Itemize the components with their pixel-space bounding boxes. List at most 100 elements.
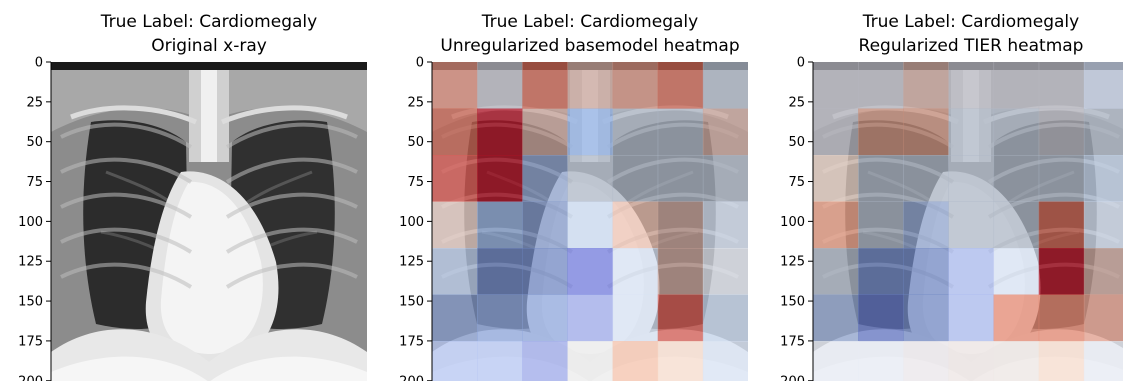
heatmap-cell bbox=[903, 155, 949, 202]
heatmap-cell bbox=[858, 108, 904, 156]
heatmap-cell bbox=[993, 108, 1040, 156]
heatmap-cell bbox=[1038, 248, 1085, 295]
heatmap-cell bbox=[702, 248, 748, 295]
y-axis-panel-2: 0 25 50 75 100 125 150 175 200 bbox=[780, 56, 814, 381]
heatmap-cell bbox=[858, 294, 904, 342]
heatmap-cell bbox=[813, 294, 859, 342]
heatmap-cell bbox=[702, 294, 748, 342]
heatmap-cell bbox=[702, 201, 748, 249]
heatmap-cell bbox=[432, 248, 478, 295]
heatmap-cell bbox=[567, 62, 614, 109]
heatmap-cell bbox=[432, 294, 478, 342]
y-tick-label: 0 bbox=[797, 56, 805, 71]
heatmap-cell bbox=[1083, 341, 1123, 381]
heatmap-cell bbox=[522, 62, 568, 109]
heatmap-cell bbox=[612, 248, 659, 295]
heatmap-cell bbox=[1038, 108, 1085, 156]
heatmap-cell bbox=[432, 108, 478, 156]
heatmap-cell bbox=[1038, 62, 1085, 109]
heatmap-cell bbox=[567, 201, 614, 249]
heatmap-cell bbox=[813, 341, 859, 381]
y-tick-label: 150 bbox=[18, 295, 43, 310]
heatmap-cell bbox=[477, 341, 523, 381]
y-tick-label: 150 bbox=[399, 295, 424, 310]
heatmap-cell bbox=[432, 201, 478, 249]
y-tick-label: 50 bbox=[788, 135, 805, 150]
heatmap-cell bbox=[477, 248, 523, 295]
heatmap-cell bbox=[993, 248, 1040, 295]
heatmap-cell bbox=[993, 155, 1040, 202]
heatmap-cell bbox=[657, 201, 704, 249]
heatmap-cell bbox=[702, 108, 748, 156]
y-tick-label: 175 bbox=[780, 334, 805, 349]
heatmap-cell bbox=[903, 341, 949, 381]
y-tick-label: 75 bbox=[407, 175, 424, 190]
y-tick-label: 125 bbox=[399, 255, 424, 270]
heatmap-cell bbox=[948, 155, 995, 202]
heatmap-cell bbox=[948, 341, 995, 381]
heatmap-cell bbox=[948, 108, 995, 156]
y-tick-label: 150 bbox=[780, 295, 805, 310]
y-tick-label: 25 bbox=[26, 95, 43, 110]
heatmap-cell bbox=[477, 108, 523, 156]
heatmap-cell bbox=[702, 155, 748, 202]
heatmap-cell bbox=[567, 248, 614, 295]
heatmap-cell bbox=[432, 341, 478, 381]
heatmap-cell bbox=[612, 62, 659, 109]
panel-title-line1: True Label: Cardiomegaly bbox=[100, 12, 317, 32]
heatmap-cell bbox=[522, 248, 568, 295]
heatmap-cell bbox=[948, 201, 995, 249]
heatmap-cell bbox=[903, 62, 949, 109]
heatmap-cell bbox=[948, 294, 995, 342]
heatmap-cell bbox=[948, 62, 995, 109]
heatmap-cell bbox=[477, 294, 523, 342]
heatmap-cell bbox=[612, 341, 659, 381]
heatmap-cell bbox=[813, 155, 859, 202]
y-tick-label: 125 bbox=[780, 255, 805, 270]
panel-title-line1: True Label: Cardiomegaly bbox=[481, 12, 698, 32]
y-tick-label: 50 bbox=[407, 135, 424, 150]
heatmap-cell bbox=[948, 248, 995, 295]
heatmap-cell bbox=[1038, 155, 1085, 202]
heatmap-cell bbox=[567, 294, 614, 342]
y-tick-label: 75 bbox=[788, 175, 805, 190]
heatmap-cell bbox=[903, 108, 949, 156]
heatmap-cell bbox=[993, 341, 1040, 381]
heatmap-cell bbox=[477, 201, 523, 249]
panel-title-line2: Original x-ray bbox=[151, 36, 267, 56]
y-tick-label: 25 bbox=[788, 95, 805, 110]
heatmap-cell bbox=[522, 108, 568, 156]
heatmap-cell bbox=[567, 341, 614, 381]
heatmap-cell bbox=[903, 201, 949, 249]
heatmap-cell bbox=[567, 108, 614, 156]
heatmap-cell bbox=[477, 155, 523, 202]
heatmap-cell bbox=[858, 201, 904, 249]
heatmap-cell bbox=[903, 248, 949, 295]
y-tick-label: 25 bbox=[407, 95, 424, 110]
y-tick-label: 100 bbox=[399, 215, 424, 230]
panel-regularized-tier-heatmap: True Label: Cardiomegaly Regularized TIE… bbox=[780, 12, 1123, 381]
heatmap-cell bbox=[477, 62, 523, 109]
heatmap-cell bbox=[1038, 201, 1085, 249]
heatmap-cell bbox=[612, 294, 659, 342]
heatmap-cell bbox=[813, 248, 859, 295]
panel-original-xray: True Label: Cardiomegaly Original x-ray … bbox=[18, 12, 367, 381]
heatmap-cell bbox=[813, 108, 859, 156]
heatmap-cell bbox=[702, 62, 748, 109]
y-tick-label: 200 bbox=[780, 374, 805, 381]
heatmap-cell bbox=[522, 294, 568, 342]
heatmap-cell bbox=[813, 201, 859, 249]
y-axis-panel-1: 0 25 50 75 100 125 150 175 200 bbox=[399, 56, 433, 381]
y-tick-label: 100 bbox=[780, 215, 805, 230]
heatmap-cell bbox=[1038, 341, 1085, 381]
heatmap-cell bbox=[993, 294, 1040, 342]
heatmap-grid-unregularized bbox=[432, 62, 748, 381]
heatmap-cell bbox=[612, 155, 659, 202]
y-tick-label: 175 bbox=[399, 334, 424, 349]
y-tick-label: 200 bbox=[18, 374, 43, 381]
heatmap-cell bbox=[432, 155, 478, 202]
heatmap-cell bbox=[858, 62, 904, 109]
panel-title-line2: Unregularized basemodel heatmap bbox=[440, 36, 739, 56]
heatmap-cell bbox=[1083, 108, 1123, 156]
